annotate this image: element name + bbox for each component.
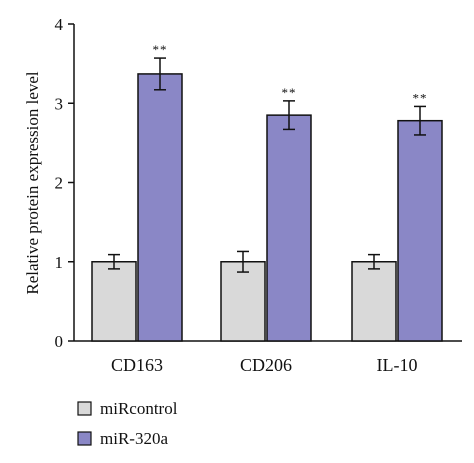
significance-marker: ** — [282, 85, 297, 100]
bar — [351, 261, 397, 342]
significance-marker: ** — [153, 42, 168, 57]
y-axis-label: Relative protein expression level — [23, 71, 42, 295]
x-category-label: CD163 — [111, 355, 163, 375]
y-tick-label: 0 — [55, 332, 64, 351]
bar — [397, 119, 443, 342]
x-category-label: CD206 — [240, 355, 292, 375]
legend: miRcontrol miR-320a — [77, 399, 178, 448]
legend-label: miR-320a — [100, 429, 168, 448]
bars — [91, 73, 443, 342]
bar — [266, 114, 312, 342]
legend-label: miRcontrol — [100, 399, 178, 418]
bar — [220, 261, 266, 342]
y-tick-label: 3 — [55, 94, 64, 113]
y-ticks: 0 1 2 3 4 — [55, 15, 74, 351]
legend-swatch — [77, 431, 92, 446]
y-tick-label: 2 — [55, 174, 64, 193]
y-tick-label: 4 — [55, 15, 64, 34]
significance-marker: ** — [413, 90, 428, 105]
category-labels: CD163 CD206 IL-10 — [111, 355, 418, 375]
bar — [91, 261, 137, 342]
significance-markers: ** ** ** — [153, 42, 428, 105]
bar — [137, 73, 183, 342]
x-category-label: IL-10 — [377, 355, 418, 375]
error-bars — [108, 57, 426, 273]
y-tick-label: 1 — [55, 253, 64, 272]
legend-swatch — [77, 401, 92, 416]
